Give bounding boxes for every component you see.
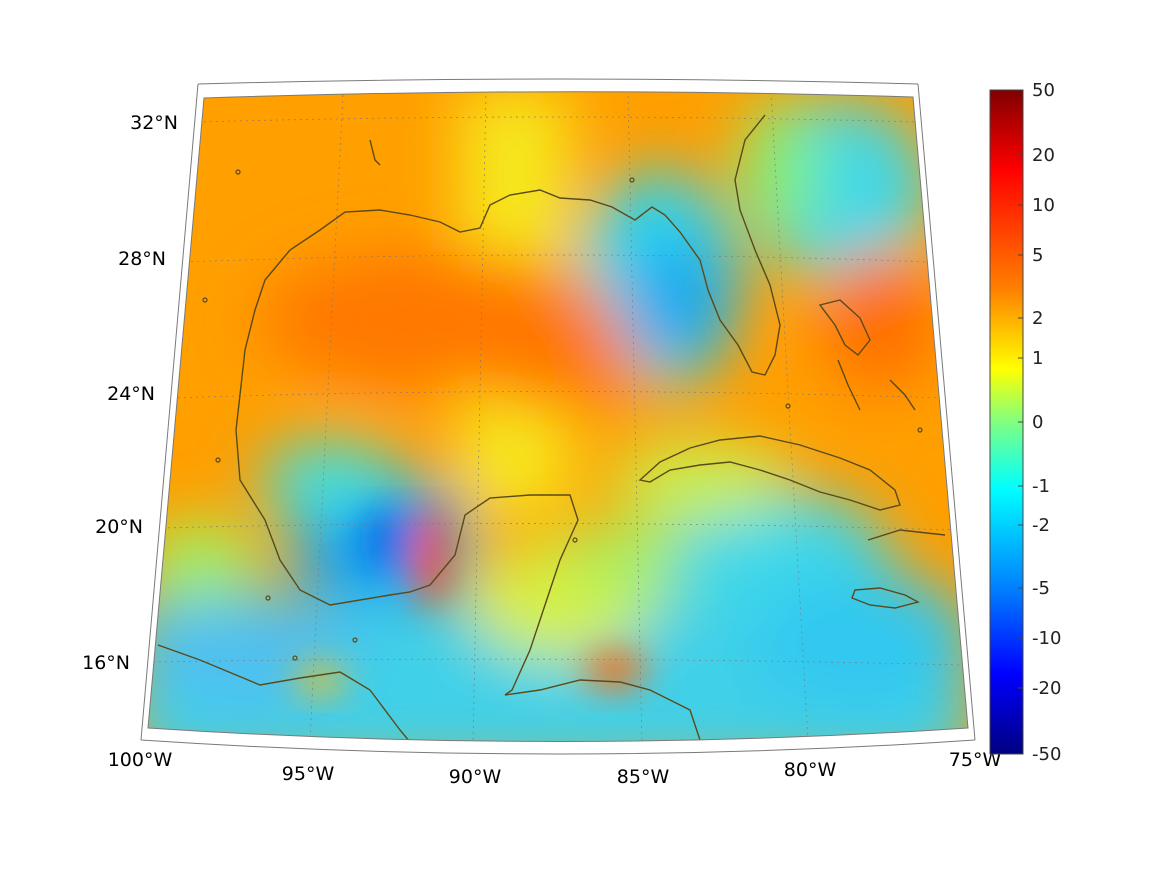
graticule bbox=[152, 91, 963, 742]
lon-tick-label: 100°W bbox=[108, 749, 173, 771]
colorbar-tick-label: 5 bbox=[1032, 245, 1043, 266]
colorbar-tick-label: 50 bbox=[1032, 80, 1055, 101]
colorbar-tick-label: 0 bbox=[1032, 412, 1043, 433]
islands bbox=[202, 169, 923, 661]
colorbar-tick-label: -5 bbox=[1032, 578, 1050, 599]
lat-tick-label: 24°N bbox=[107, 383, 155, 405]
lat-tick-label: 28°N bbox=[118, 248, 166, 270]
lon-tick-label: 95°W bbox=[282, 763, 335, 785]
lat-axis: 32°N 28°N 24°N 20°N 16°N bbox=[82, 112, 178, 674]
lon-tick-label: 85°W bbox=[617, 766, 670, 788]
colorbar-tick-label: -10 bbox=[1032, 628, 1061, 649]
colorbar-tick-label: -1 bbox=[1032, 476, 1050, 497]
lon-axis: 100°W 95°W 90°W 85°W 80°W 75°W bbox=[108, 749, 1002, 788]
colorbar-gradient bbox=[989, 89, 1024, 755]
lon-tick-label: 80°W bbox=[784, 759, 837, 781]
colorbar: 50 20 10 5 2 1 0 -1 -2 -5 -10 -20 -50 bbox=[989, 80, 1061, 765]
colorbar-tick-label: -50 bbox=[1032, 744, 1061, 765]
colorbar-labels: 50 20 10 5 2 1 0 -1 -2 -5 -10 -20 -50 bbox=[1032, 80, 1061, 765]
data-field bbox=[148, 91, 968, 742]
colorbar-tick-label: 10 bbox=[1032, 195, 1055, 216]
coastlines bbox=[157, 114, 946, 742]
colorbar-tick-label: -20 bbox=[1032, 678, 1061, 699]
lat-tick-label: 20°N bbox=[95, 516, 143, 538]
colorbar-tick-label: 20 bbox=[1032, 145, 1055, 166]
colorbar-tick-label: -2 bbox=[1032, 515, 1050, 536]
colorbar-tick-label: 1 bbox=[1032, 348, 1043, 369]
colorbar-ticks bbox=[1018, 154, 1023, 689]
map-frame bbox=[140, 78, 976, 755]
lon-tick-label: 75°W bbox=[949, 749, 1002, 771]
lat-tick-label: 32°N bbox=[130, 112, 178, 134]
lon-tick-label: 90°W bbox=[449, 766, 502, 788]
colorbar-tick-label: 2 bbox=[1032, 308, 1043, 329]
lat-tick-label: 16°N bbox=[82, 652, 130, 674]
